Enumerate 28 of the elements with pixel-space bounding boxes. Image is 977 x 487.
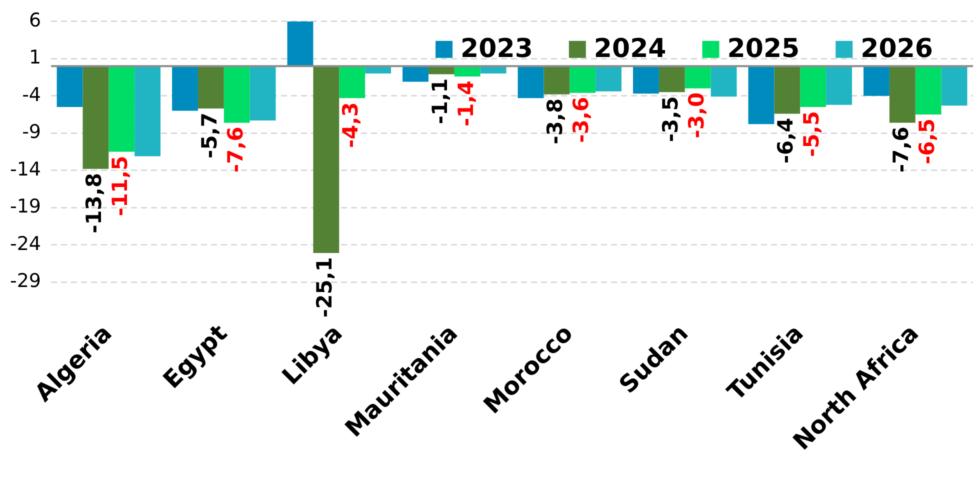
data-label: -1,4 (454, 80, 478, 126)
data-label: -7,6 (223, 126, 248, 173)
y-tick-label: -14 (10, 158, 42, 180)
y-tick-label: -19 (10, 196, 42, 218)
y-tick-label: -29 (10, 270, 42, 292)
y-tick-label: 1 (28, 46, 42, 69)
legend-label: 2024 (594, 34, 666, 64)
data-label: -3,8 (543, 98, 568, 144)
data-label: -3,0 (684, 92, 708, 138)
y-tick-label: -24 (10, 232, 42, 255)
data-label: -3,6 (569, 96, 594, 143)
y-tick-label: -4 (22, 84, 42, 106)
data-label: -11,5 (108, 156, 132, 216)
data-label: -13,8 (82, 172, 106, 234)
legend-label: 2025 (727, 34, 800, 64)
y-tick-label: 6 (28, 9, 42, 32)
data-label: -25,1 (312, 257, 337, 318)
data-label: -7,6 (888, 126, 913, 173)
y-tick-label: -9 (22, 121, 42, 144)
data-label: -6,5 (914, 118, 939, 164)
legend-label: 2023 (460, 34, 533, 64)
data-label: -6,4 (774, 118, 798, 164)
data-label: -3,5 (658, 96, 682, 142)
legend-label: 2026 (860, 34, 934, 64)
data-label: -5,7 (197, 112, 222, 158)
data-label: -5,5 (800, 111, 824, 157)
data-label: -4,3 (338, 102, 363, 148)
data-label: -1,1 (428, 78, 452, 124)
